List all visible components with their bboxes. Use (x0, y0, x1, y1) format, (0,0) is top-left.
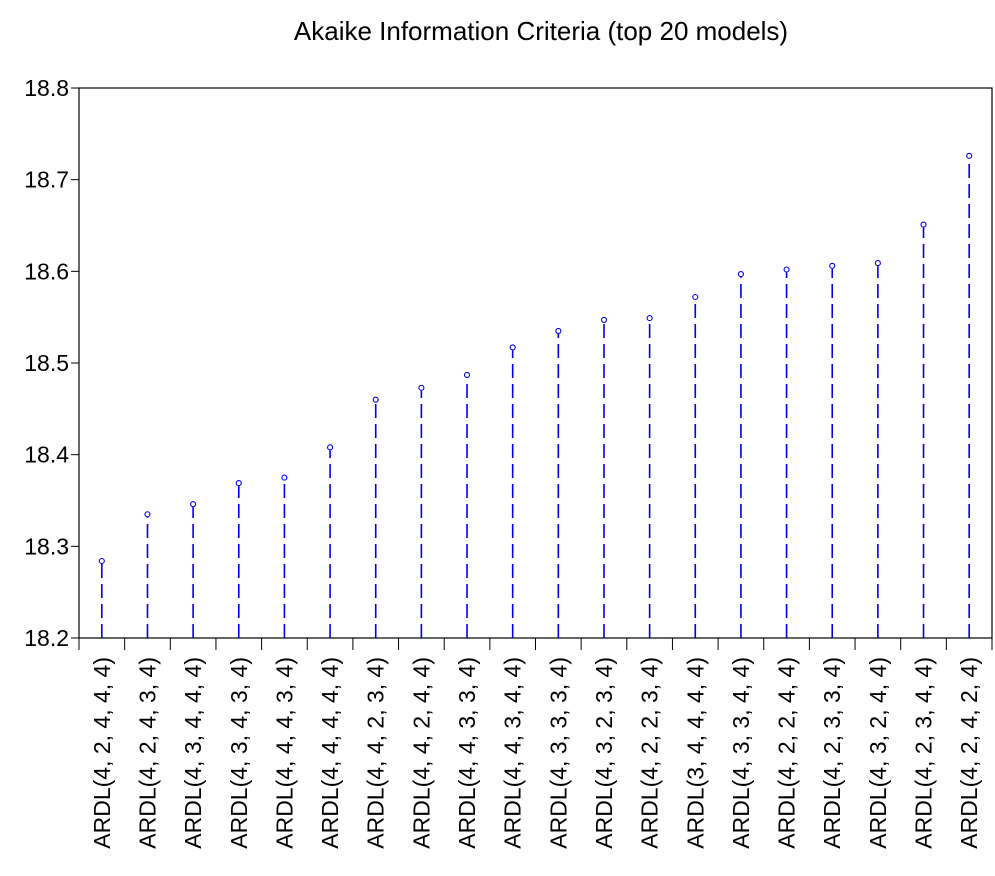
y-tick-label: 18.5 (24, 350, 69, 376)
data-point (692, 293, 699, 301)
x-tick-label: ARDL(4, 2, 2, 4, 4) (774, 657, 800, 849)
x-tick-label: ARDL(4, 2, 4, 3, 4) (134, 657, 160, 849)
x-tick-label: ARDL(4, 3, 4, 3, 4) (226, 657, 252, 849)
data-point (737, 271, 744, 278)
points (98, 152, 973, 565)
data-point (418, 384, 425, 391)
y-tick-label: 18.4 (24, 442, 69, 468)
data-point (600, 316, 608, 323)
data-point (98, 557, 105, 565)
data-point (327, 444, 334, 451)
plot-frame (78, 87, 993, 639)
data-point (646, 315, 653, 322)
data-point (144, 511, 151, 518)
x-tick-label: ARDL(4, 4, 2, 4, 4) (408, 657, 434, 849)
data-point (372, 396, 379, 403)
x-tick-label: ARDL(4, 2, 4, 2, 4) (956, 657, 982, 849)
y-tick-label: 18.8 (24, 75, 69, 101)
stems (101, 158, 970, 638)
data-point (783, 266, 790, 273)
data-point (829, 262, 836, 269)
x-tick-label: ARDL(4, 3, 2, 4, 4) (865, 657, 891, 849)
x-tick-label: ARDL(4, 2, 2, 3, 4) (637, 657, 663, 849)
x-axis: ARDL(4, 2, 4, 4, 4) ARDL(4, 2, 4, 3, 4) AR… (78, 638, 993, 849)
plot-area-border (78, 87, 993, 639)
y-tick-label: 18.6 (24, 258, 69, 284)
y-tick-label: 18.3 (24, 533, 69, 559)
data-point (463, 371, 471, 378)
data-point (920, 221, 927, 228)
data-point (966, 152, 973, 159)
x-tick-label: ARDL(4, 3, 2, 3, 4) (591, 657, 617, 849)
data-point (555, 327, 562, 334)
data-point (281, 474, 288, 481)
x-tick-label: ARDL(4, 2, 3, 4, 4) (911, 657, 937, 849)
y-axis: 18.2 18.3 18.4 18.5 18.6 18.7 18.8 (24, 75, 79, 651)
x-tick-label: ARDL(4, 3, 3, 3, 4) (545, 657, 571, 849)
y-tick-label: 18.2 (24, 625, 69, 651)
x-tick-label: ARDL(4, 4, 3, 4, 4) (500, 657, 526, 849)
x-tick-label: ARDL(4, 2, 4, 4, 4) (89, 657, 115, 849)
chart-title: Akaike Information Criteria (top 20 mode… (294, 16, 788, 46)
x-tick-label: ARDL(4, 3, 4, 4, 4) (180, 657, 206, 849)
data-point (874, 260, 881, 267)
x-tick-label: ARDL(4, 4, 2, 3, 4) (363, 657, 389, 849)
x-tick-label: ARDL(3, 4, 4, 4, 4) (682, 657, 708, 849)
x-tick-label: ARDL(4, 4, 3, 3, 4) (454, 657, 480, 849)
x-tick-label: ARDL(4, 4, 4, 3, 4) (271, 657, 297, 849)
x-tick-label: ARDL(4, 3, 3, 4, 4) (728, 657, 754, 849)
y-tick-label: 18.7 (24, 167, 69, 193)
x-tick-label: ARDL(4, 4, 4, 4, 4) (317, 657, 343, 849)
data-point (190, 501, 197, 508)
data-point (235, 480, 242, 487)
data-point (509, 344, 516, 351)
x-tick-label: ARDL(4, 2, 3, 3, 4) (819, 657, 845, 849)
